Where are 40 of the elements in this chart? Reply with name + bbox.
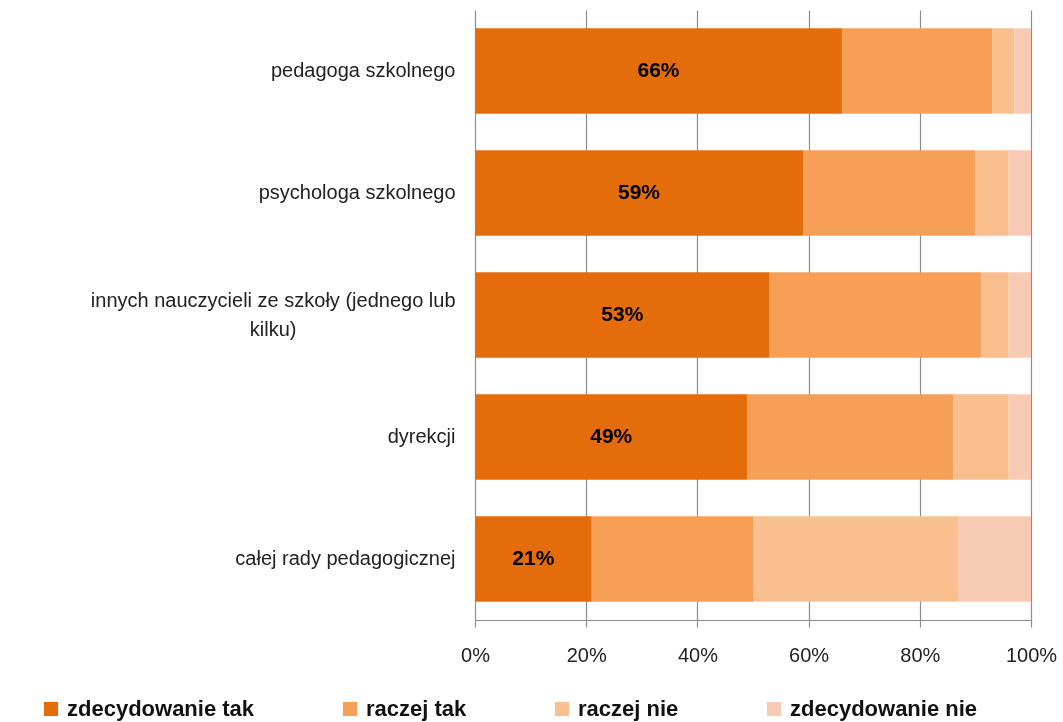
- bar: [1008, 394, 1031, 480]
- data-label: 49%: [590, 424, 633, 447]
- y-tick-label: pedagoga szkolnego: [270, 59, 456, 81]
- bar: [953, 394, 1009, 480]
- bar: [475, 394, 748, 480]
- bar: [803, 150, 976, 236]
- legend-label: zdecydowanie tak: [67, 696, 255, 721]
- bar: [1008, 150, 1031, 236]
- bar: [1008, 272, 1031, 358]
- legend-label: raczej nie: [578, 696, 679, 721]
- x-tick-label: 60%: [789, 643, 830, 666]
- bar: [1014, 28, 1031, 114]
- bar: [769, 272, 981, 358]
- x-tick-label: 0%: [461, 643, 491, 666]
- y-tick-label: całej rady pedagogicznej: [235, 547, 456, 569]
- y-tick-label: dyrekcji: [387, 425, 456, 447]
- bar: [958, 516, 1031, 602]
- bar: [475, 150, 804, 236]
- x-tick-label: 40%: [677, 643, 719, 666]
- data-label: 53%: [601, 302, 644, 325]
- x-tick-label: 100%: [1005, 643, 1058, 666]
- bar: [975, 150, 1009, 236]
- bar: [475, 516, 592, 602]
- bar: [475, 272, 770, 358]
- legend-label: raczej tak: [366, 696, 468, 721]
- bar: [747, 394, 954, 480]
- bar: [475, 28, 842, 114]
- bar: [591, 516, 753, 602]
- bar: [980, 272, 1009, 358]
- data-label: 66%: [637, 58, 680, 81]
- y-tick-label: psychologa szkolnego: [258, 181, 456, 203]
- x-tick-label: 20%: [566, 643, 607, 666]
- legend-label: zdecydowanie nie: [790, 696, 978, 721]
- y-tick-label: innych nauczycieli ze szkoły (jednego lub kilku): [90, 288, 456, 340]
- x-tick-label: 80%: [900, 643, 941, 666]
- data-label: 59%: [618, 180, 661, 203]
- bar: [992, 28, 1015, 114]
- bar: [753, 516, 959, 602]
- data-label: 21%: [512, 546, 555, 569]
- bar: [841, 28, 993, 114]
